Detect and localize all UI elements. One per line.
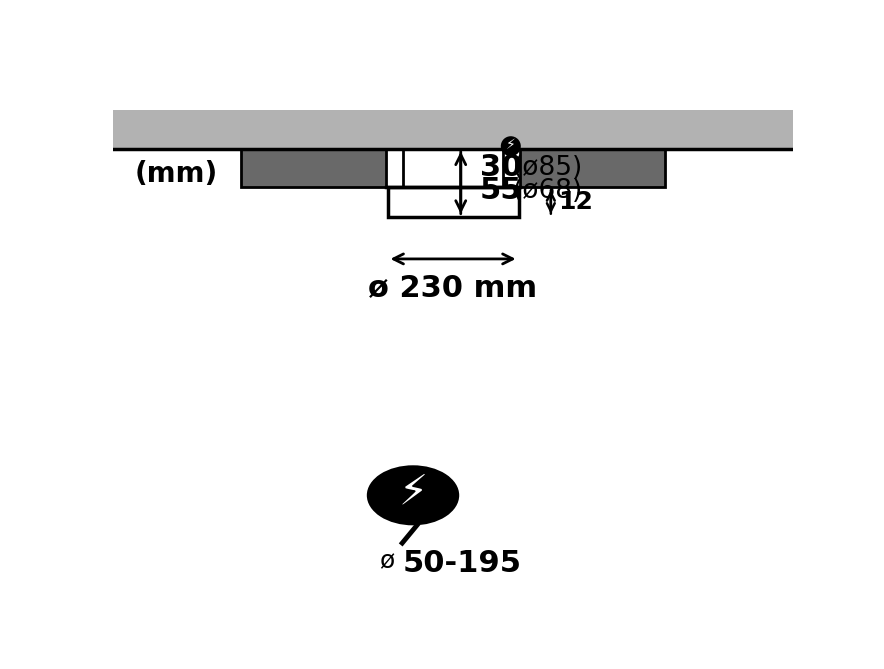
Text: ø 230 mm: ø 230 mm xyxy=(369,273,537,302)
Text: (ø68): (ø68) xyxy=(513,178,583,204)
Text: 30: 30 xyxy=(480,153,522,182)
Bar xyxy=(386,149,403,187)
Text: 12: 12 xyxy=(559,190,593,214)
Text: (mm): (mm) xyxy=(134,161,217,189)
Bar xyxy=(113,110,794,149)
Text: (ø85): (ø85) xyxy=(513,155,583,181)
Bar xyxy=(519,149,665,187)
Bar xyxy=(387,187,519,217)
Text: 55: 55 xyxy=(480,177,522,205)
Circle shape xyxy=(501,136,521,157)
Text: ⚡: ⚡ xyxy=(506,138,515,153)
Text: 50-195: 50-195 xyxy=(402,549,522,578)
Bar xyxy=(503,149,520,187)
Text: ø: ø xyxy=(379,549,394,573)
Bar xyxy=(241,149,387,187)
Ellipse shape xyxy=(367,465,459,525)
Text: ⚡: ⚡ xyxy=(399,471,428,513)
